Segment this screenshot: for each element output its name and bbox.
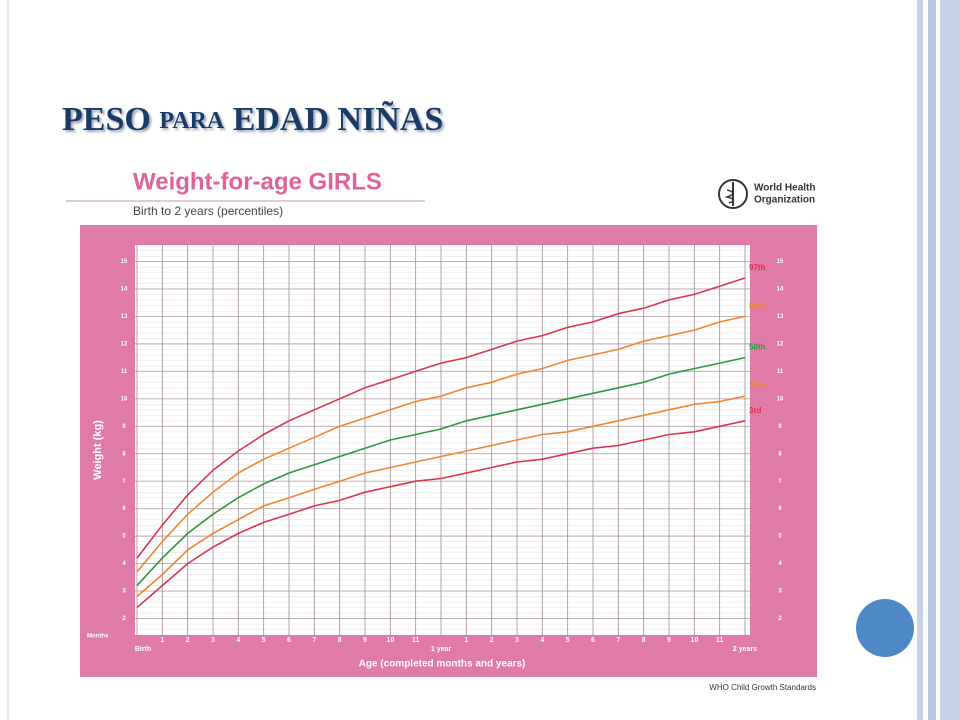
y-tick-label: 12	[121, 341, 128, 347]
y-tick-label: 4	[778, 561, 782, 567]
y-tick-label: 14	[121, 287, 128, 293]
source: WHO Child Growth Standards	[709, 683, 816, 692]
series-line	[136, 420, 746, 609]
x-tick-label: 4	[540, 637, 544, 644]
y-tick-label: 3	[122, 589, 126, 595]
y-tick-label: 7	[122, 479, 126, 485]
y-tick-label: 8	[122, 451, 126, 457]
y-tick-label: 14	[777, 287, 784, 293]
who-logo	[718, 179, 748, 209]
x-tick-label: 1 year	[431, 646, 452, 653]
series-label: 15th	[749, 381, 766, 390]
y-tick-label: 6	[778, 506, 782, 512]
x-tick-label: 8	[338, 637, 342, 644]
x-tick-label: 4	[236, 637, 240, 644]
x-tick-label: 1	[160, 637, 164, 644]
y-tick-label: 10	[121, 396, 128, 402]
x-tick-label: 10	[386, 637, 394, 644]
y-tick-label: 5	[778, 534, 782, 540]
y-tick-label: 11	[121, 369, 128, 375]
y-tick-label: 3	[778, 589, 782, 595]
organization: Organization	[754, 195, 815, 206]
chart-title: Weight-for-age GIRLS	[133, 168, 382, 195]
y-tick-label: 10	[777, 396, 784, 402]
series-label: 50th	[749, 343, 766, 352]
series-line	[136, 315, 746, 573]
side-bar	[928, 0, 936, 720]
x-tick-label: 2	[490, 637, 494, 644]
y-tick-label: 13	[121, 314, 128, 320]
x-tick-label: 5	[262, 637, 266, 644]
organization: World Health	[754, 183, 815, 194]
title-part: PESO	[62, 101, 159, 138]
y-tick-label: 15	[121, 259, 128, 265]
x-tick-label: 11	[716, 637, 724, 644]
decor-circle	[856, 599, 914, 657]
y-tick-label: 9	[778, 424, 782, 430]
x-unit-label: Months	[87, 634, 109, 640]
x-tick-label: 7	[312, 637, 316, 644]
y-tick-label: 2	[778, 616, 782, 622]
y-tick-label: 11	[777, 369, 784, 375]
y-axis-label: Weight (kg)	[92, 420, 104, 480]
series-label: 85th	[749, 302, 766, 311]
y-tick-label: 7	[778, 479, 782, 485]
series-line	[136, 277, 746, 559]
series-label: 97th	[749, 263, 766, 272]
y-tick-label: 4	[122, 561, 126, 567]
side-bar	[940, 0, 960, 720]
title-part: EDAD NIÑAS	[224, 101, 443, 138]
x-tick-label: Birth	[135, 646, 151, 653]
x-tick-label: 11	[412, 637, 420, 644]
x-tick-label: 10	[690, 637, 698, 644]
series-label: 3rd	[749, 406, 762, 415]
y-tick-label: 9	[122, 424, 126, 430]
y-tick-label: 2	[122, 616, 126, 622]
x-tick-label: 3	[515, 637, 519, 644]
y-tick-label: 6	[122, 506, 126, 512]
x-tick-label: 8	[642, 637, 646, 644]
x-tick-label: 3	[211, 637, 215, 644]
x-tick-label: 9	[667, 637, 671, 644]
y-tick-label: 12	[777, 341, 784, 347]
y-tick-label: 13	[777, 314, 784, 320]
x-tick-label: 6	[591, 637, 595, 644]
y-tick-label: 5	[122, 534, 126, 540]
x-tick-label: 2 years	[733, 646, 757, 653]
y-tick-label: 15	[777, 259, 784, 265]
side-bar	[917, 0, 923, 720]
x-tick-label: 5	[566, 637, 570, 644]
x-tick-label: 7	[616, 637, 620, 644]
series-line	[136, 395, 746, 598]
x-tick-label: 6	[287, 637, 291, 644]
x-tick-label: 9	[363, 637, 367, 644]
minor-grid	[135, 245, 750, 635]
series-line	[136, 356, 746, 587]
chart-subtitle: Birth to 2 years (percentiles)	[133, 204, 283, 218]
title-part: PARA	[159, 108, 225, 134]
x-tick-label: 2	[186, 637, 190, 644]
x-tick-label: 1	[464, 637, 468, 644]
slide-title: PESO PARA EDAD NIÑAS	[62, 101, 443, 138]
x-axis-label: Age (completed months and years)	[359, 659, 526, 670]
y-tick-label: 8	[778, 451, 782, 457]
